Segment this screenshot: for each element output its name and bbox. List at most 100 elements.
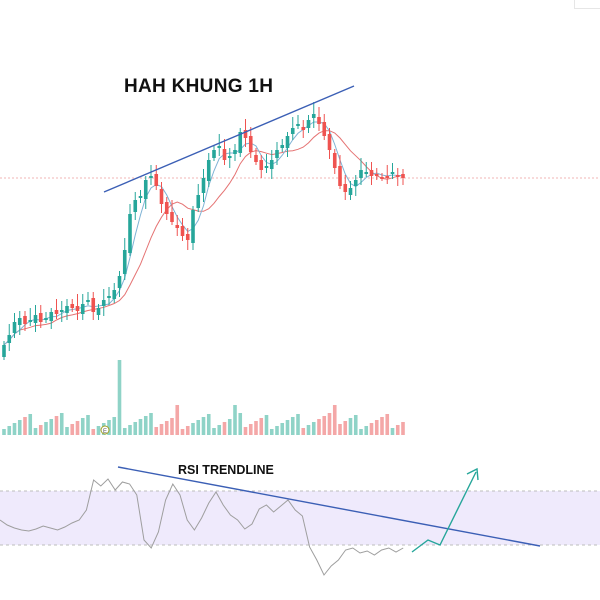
candle-body bbox=[212, 150, 216, 158]
volume-bar bbox=[317, 419, 321, 435]
volume-bar bbox=[338, 424, 342, 435]
candle-body bbox=[175, 225, 180, 228]
volume-bar bbox=[154, 427, 159, 435]
candle-body bbox=[196, 195, 201, 208]
volume-bar bbox=[133, 422, 138, 435]
earnings-marker-label: E bbox=[103, 429, 107, 435]
top-right-panel-corner bbox=[574, 0, 600, 9]
rsi-projection-arrowhead-icon bbox=[466, 467, 479, 481]
candle-body bbox=[122, 250, 127, 274]
volume-bar bbox=[23, 417, 27, 435]
rsi-line bbox=[0, 478, 404, 576]
candle-body bbox=[338, 166, 342, 186]
candle-body bbox=[107, 296, 111, 298]
candle-body bbox=[38, 313, 43, 322]
candle-body bbox=[191, 210, 195, 243]
candle-body bbox=[133, 200, 138, 212]
volume-bar bbox=[217, 425, 222, 435]
volume-bar bbox=[275, 426, 279, 435]
volume-bar bbox=[143, 416, 148, 435]
candle-body bbox=[343, 184, 348, 192]
volume-bar bbox=[254, 421, 258, 435]
volume-bar bbox=[185, 426, 190, 435]
volume-bar bbox=[369, 423, 374, 435]
candle-body bbox=[75, 306, 80, 311]
candle-body bbox=[317, 117, 321, 124]
candle-body bbox=[233, 150, 237, 154]
volume-bar bbox=[86, 415, 90, 435]
volume-bar bbox=[49, 419, 54, 435]
candle-body bbox=[206, 160, 211, 181]
volume-bar bbox=[290, 417, 295, 435]
volume-bar bbox=[401, 422, 405, 435]
candle-body bbox=[91, 298, 96, 312]
candle-body bbox=[101, 300, 106, 306]
volume-bar bbox=[243, 427, 248, 435]
volume-bar bbox=[301, 428, 306, 435]
volume-bar bbox=[112, 417, 117, 435]
volume-bar bbox=[164, 421, 169, 435]
volume-bar bbox=[54, 416, 59, 435]
candle-body bbox=[296, 124, 300, 126]
candle-body bbox=[154, 174, 159, 186]
volume-bar bbox=[359, 429, 363, 435]
candle-body bbox=[380, 177, 384, 179]
volume-bar bbox=[38, 425, 43, 435]
volume-bar bbox=[259, 418, 264, 435]
rsi-title: RSI TRENDLINE bbox=[178, 463, 274, 477]
volume-bar bbox=[212, 428, 216, 435]
volume-bar bbox=[306, 425, 311, 435]
candle-body bbox=[117, 276, 122, 288]
candle-body bbox=[332, 153, 337, 168]
candle-body bbox=[201, 178, 206, 193]
volume-bar bbox=[380, 417, 384, 435]
volume-bar bbox=[385, 414, 390, 435]
candle-body bbox=[390, 172, 395, 174]
candle-body bbox=[86, 300, 90, 302]
candle-body bbox=[285, 136, 290, 148]
candle-body bbox=[369, 170, 374, 176]
volume-bar bbox=[80, 418, 85, 435]
volume-bar bbox=[280, 423, 285, 435]
candle-body bbox=[275, 150, 279, 158]
volume-bar bbox=[149, 413, 153, 435]
volume-bar bbox=[17, 420, 22, 435]
volume-bar bbox=[107, 420, 111, 435]
candle-body bbox=[322, 122, 327, 136]
volume-bar bbox=[364, 426, 369, 435]
candle-body bbox=[112, 290, 117, 299]
candle-body bbox=[65, 306, 69, 313]
volume-bar bbox=[285, 420, 290, 435]
volume-bar bbox=[196, 420, 201, 435]
candle-body bbox=[143, 180, 148, 199]
volume-bar bbox=[2, 429, 6, 435]
candle-body bbox=[49, 312, 54, 321]
volume-bar bbox=[233, 405, 237, 435]
volume-bar bbox=[238, 413, 243, 435]
candle-body bbox=[306, 120, 311, 128]
volume-bar bbox=[222, 422, 227, 435]
volume-bar bbox=[343, 421, 348, 435]
volume-bar bbox=[311, 422, 316, 435]
volume-bar bbox=[353, 415, 358, 435]
candle-body bbox=[96, 308, 101, 315]
volume-bar bbox=[191, 423, 195, 435]
volume-bar bbox=[264, 415, 269, 435]
candle-body bbox=[243, 130, 248, 138]
candle-body bbox=[353, 180, 358, 186]
volume-bar bbox=[7, 426, 12, 435]
ma-fast-line bbox=[3, 121, 403, 346]
candle-body bbox=[259, 160, 264, 170]
candle-body bbox=[54, 310, 59, 314]
rsi-projection-line bbox=[411, 471, 477, 553]
candle-body bbox=[364, 172, 369, 174]
candle-body bbox=[44, 318, 48, 320]
volume-bar bbox=[59, 413, 64, 435]
candle-body bbox=[164, 202, 169, 214]
candle-body bbox=[280, 145, 285, 148]
volume-bar bbox=[122, 428, 127, 435]
candle-body bbox=[12, 322, 17, 333]
volume-bar bbox=[206, 414, 211, 435]
